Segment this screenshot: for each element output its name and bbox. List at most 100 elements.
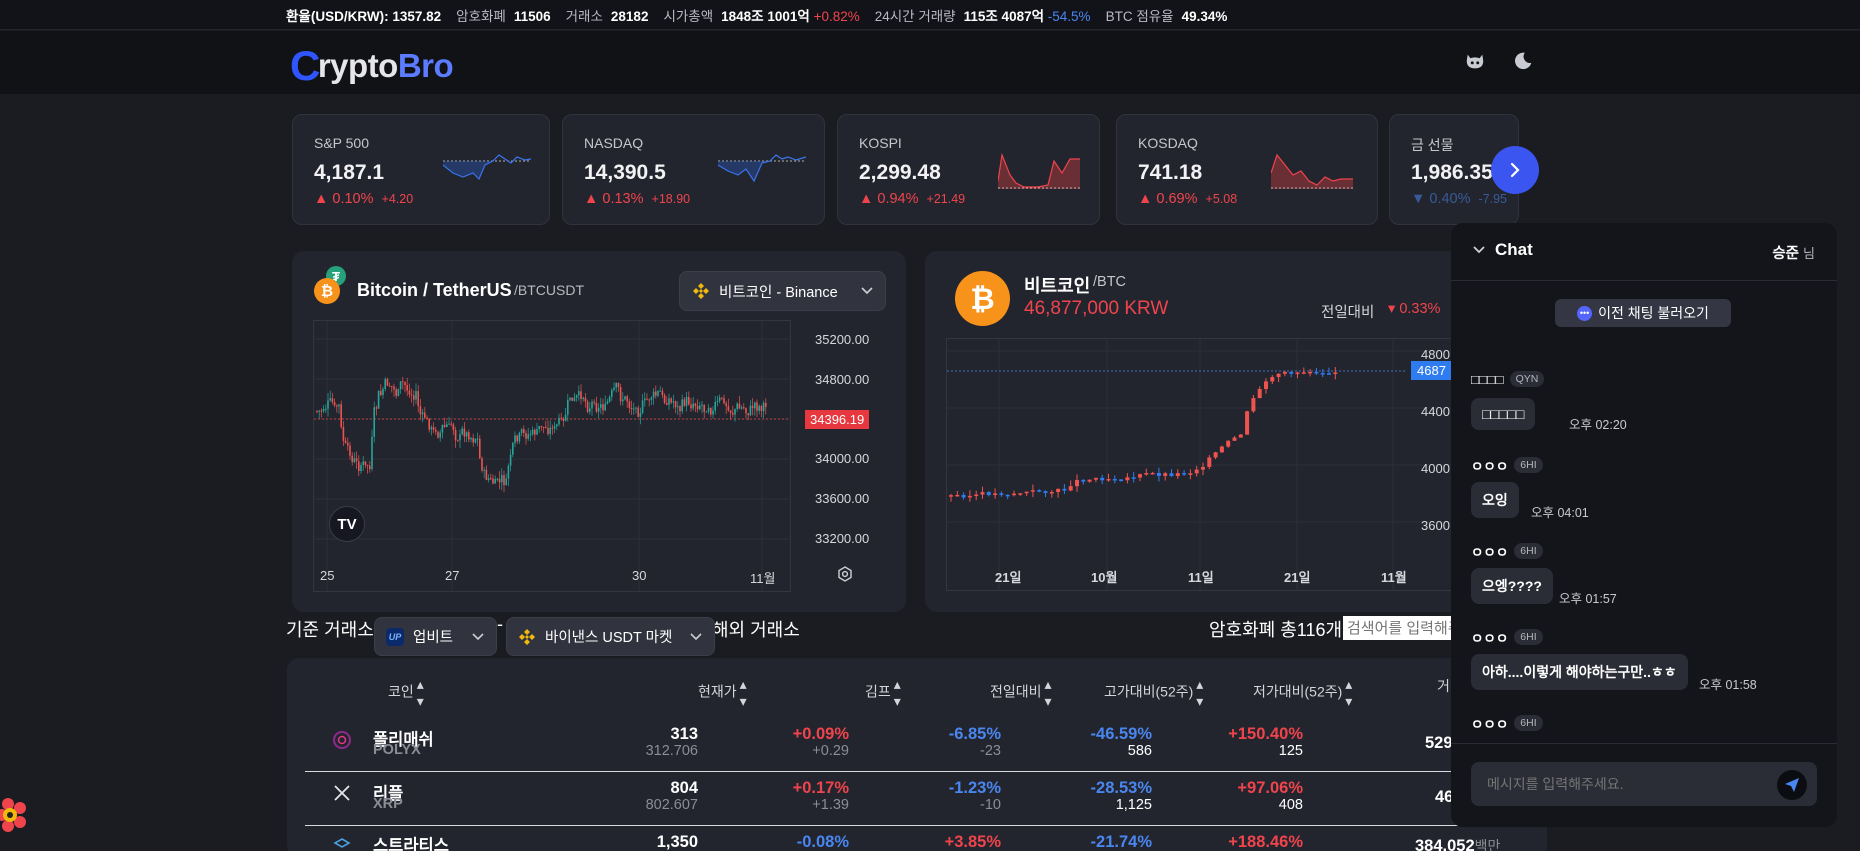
header-52w-high[interactable]: 고가대비(52주) ▴ ▾ bbox=[1104, 676, 1204, 709]
send-button[interactable] bbox=[1777, 770, 1807, 800]
chat-input-area bbox=[1451, 743, 1837, 827]
index-card-nasdaq[interactable]: NASDAQ 14,390.5 ▲ 0.13% +18.90 bbox=[562, 114, 825, 225]
index-card-kosdaq[interactable]: KOSDAQ 741.18 ▲ 0.69% +5.08 bbox=[1116, 114, 1378, 225]
candle-body bbox=[626, 396, 628, 402]
candle-body bbox=[485, 469, 488, 480]
candle-body bbox=[1320, 373, 1325, 375]
chat-username: □□□□ QYN bbox=[1471, 371, 1545, 387]
coin-search-input[interactable] bbox=[1343, 616, 1463, 640]
carousel-next-button[interactable] bbox=[1491, 146, 1539, 194]
candle-body bbox=[364, 461, 367, 466]
candle-body bbox=[1012, 493, 1016, 496]
base-exchange-value: 업비트 bbox=[413, 630, 454, 646]
krw-chart-area[interactable] bbox=[946, 338, 1460, 591]
candle-body bbox=[732, 412, 734, 415]
candle-body bbox=[1087, 479, 1092, 482]
svg-text:₮: ₮ bbox=[332, 269, 340, 284]
exchange-count-value: 28182 bbox=[610, 8, 649, 24]
binance-icon bbox=[519, 628, 535, 645]
candle-body bbox=[492, 478, 494, 484]
high-52w-cell: -21.74% bbox=[1090, 833, 1152, 851]
candle-body bbox=[624, 396, 626, 400]
upbit-icon: UP bbox=[386, 627, 404, 646]
index-name: 금 선물 bbox=[1411, 137, 1454, 153]
index-card-kospi[interactable]: KOSPI 2,299.48 ▲ 0.94% +21.49 bbox=[837, 114, 1100, 225]
header-coin[interactable]: 코인 ▴ ▾ bbox=[388, 676, 424, 709]
index-value: 14,390.5 bbox=[584, 161, 666, 184]
load-previous-chat-button[interactable]: ••• 이전 채팅 불러오기 bbox=[1555, 299, 1731, 327]
cryptobro-logo[interactable]: CryptoBro bbox=[290, 42, 454, 89]
moon-icon[interactable] bbox=[1512, 50, 1534, 72]
chevron-down-icon bbox=[861, 287, 873, 295]
y-tick: 35200.00 bbox=[815, 332, 870, 347]
chat-time: 오후 01:58 bbox=[1699, 678, 1757, 692]
chevron-right-icon bbox=[1510, 162, 1520, 178]
candle-body bbox=[439, 432, 441, 438]
candle-body bbox=[481, 458, 483, 471]
chart-settings-icon[interactable] bbox=[836, 565, 854, 583]
candle-body bbox=[430, 427, 433, 430]
candle-body bbox=[527, 434, 529, 439]
index-card-sp500[interactable]: S&P 500 4,187.1 ▲ 0.10% +4.20 bbox=[292, 114, 550, 225]
candle-body bbox=[666, 403, 668, 405]
header-52w-low[interactable]: 저가대비(52주) ▴ ▾ bbox=[1253, 676, 1353, 709]
index-name: KOSPI bbox=[859, 135, 902, 151]
x-tick: 27 bbox=[445, 568, 460, 583]
candle-body bbox=[479, 438, 481, 459]
candle-body bbox=[377, 390, 380, 409]
table-row[interactable]: 리플 XRP 804 802.607 +0.17% +1.39 -1.23% -10 … bbox=[305, 774, 1535, 826]
krw-candlestick-chart bbox=[947, 339, 1460, 590]
exchange-count-label: 거래소 bbox=[565, 8, 603, 24]
candle-body bbox=[428, 418, 430, 430]
header-price[interactable]: 현재가 ▴ ▾ bbox=[698, 676, 747, 709]
candle-body bbox=[650, 397, 653, 400]
base-exchange-select[interactable]: UP 업비트 bbox=[374, 617, 497, 656]
svg-text:₿: ₿ bbox=[970, 283, 994, 316]
flower-badge-icon[interactable] bbox=[0, 796, 30, 836]
candle-body bbox=[974, 494, 979, 497]
candle-body bbox=[452, 424, 455, 430]
index-card-gold[interactable]: 금 선물 1,986.35 ▼ 0.40% -7.95 bbox=[1389, 114, 1519, 225]
candle-body bbox=[421, 412, 424, 415]
foreign-exchange-select[interactable]: 바이낸스 USDT 마켓 bbox=[506, 617, 715, 656]
exchange-select-value: 비트코인 - Binance bbox=[719, 284, 838, 301]
day-change-cell: -1.23% -10 bbox=[948, 779, 1001, 814]
table-row[interactable]: 폴리매쉬 POLYX 313 312.706 +0.09% +0.29 -6.85%… bbox=[305, 720, 1535, 772]
volume-change: -54.5% bbox=[1047, 8, 1091, 24]
candle-body bbox=[476, 438, 479, 440]
chat-time: 오후 02:20 bbox=[1569, 418, 1627, 432]
candle-body bbox=[600, 404, 602, 408]
candle-body bbox=[1245, 411, 1250, 435]
tradingview-logo-icon[interactable]: TV bbox=[329, 506, 365, 542]
candle-body bbox=[490, 478, 492, 480]
candle-body bbox=[461, 428, 463, 435]
kimp-cell: +0.17% +1.39 bbox=[792, 779, 849, 814]
header-kimp[interactable]: 김프 ▴ ▾ bbox=[865, 676, 901, 709]
candle-body bbox=[1068, 486, 1073, 491]
candle-body bbox=[1081, 479, 1086, 482]
xrp-icon bbox=[334, 785, 350, 801]
index-value: 1,986.35 bbox=[1411, 161, 1493, 184]
candle-body bbox=[1226, 440, 1231, 447]
chevron-down-icon[interactable] bbox=[1473, 246, 1485, 254]
candle-body bbox=[498, 478, 501, 483]
exchange-select[interactable]: 비트코인 - Binance bbox=[679, 271, 886, 311]
candle-body bbox=[1106, 479, 1111, 481]
table-row[interactable]: 스트라티스 1,350 -0.08% +3.85% -21.74% +188.4… bbox=[305, 828, 1535, 851]
chat-message-input[interactable] bbox=[1471, 762, 1817, 806]
candle-body bbox=[628, 401, 631, 408]
coin-name: 리플 bbox=[373, 785, 404, 803]
usdt-chart-area[interactable]: TV bbox=[313, 320, 791, 592]
candle-body bbox=[382, 389, 384, 396]
candle-body bbox=[1144, 473, 1149, 475]
price-cell: 313 312.706 bbox=[645, 725, 698, 760]
candle-body bbox=[441, 424, 444, 433]
site-header: CryptoBro bbox=[0, 31, 1860, 94]
header-day-change[interactable]: 전일대비 ▴ ▾ bbox=[990, 676, 1052, 709]
candle-body bbox=[366, 465, 369, 467]
coin-title: 비트코인 bbox=[1024, 276, 1091, 296]
candle-body bbox=[362, 461, 364, 466]
candle-body bbox=[586, 401, 589, 412]
github-icon[interactable] bbox=[1464, 50, 1486, 72]
bitcoin-tether-icon: ₮ ₿ bbox=[314, 266, 346, 304]
